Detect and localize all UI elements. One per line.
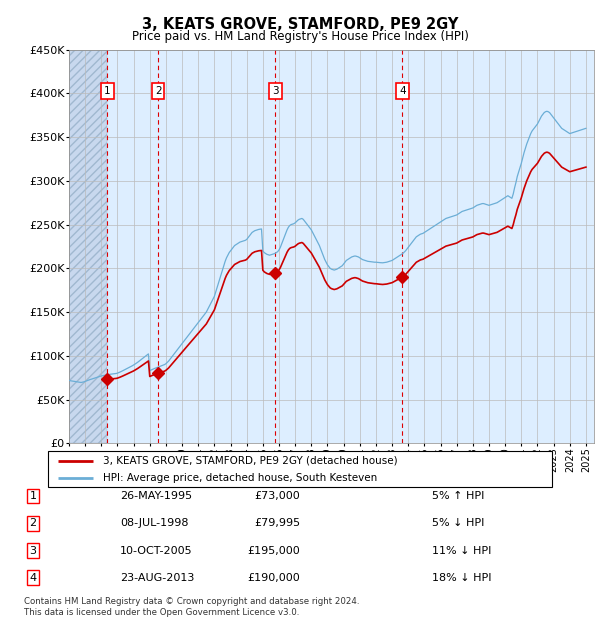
Text: 26-MAY-1995: 26-MAY-1995 bbox=[120, 491, 192, 501]
FancyBboxPatch shape bbox=[48, 451, 552, 487]
Text: 10-OCT-2005: 10-OCT-2005 bbox=[120, 546, 193, 556]
Text: 5% ↓ HPI: 5% ↓ HPI bbox=[432, 518, 484, 528]
Text: 3: 3 bbox=[272, 86, 279, 96]
Text: HPI: Average price, detached house, South Kesteven: HPI: Average price, detached house, Sout… bbox=[103, 472, 377, 483]
Text: £195,000: £195,000 bbox=[247, 546, 300, 556]
Bar bbox=[69, 50, 107, 443]
Text: Price paid vs. HM Land Registry's House Price Index (HPI): Price paid vs. HM Land Registry's House … bbox=[131, 30, 469, 43]
Text: 18% ↓ HPI: 18% ↓ HPI bbox=[432, 573, 491, 583]
Text: 3, KEATS GROVE, STAMFORD, PE9 2GY (detached house): 3, KEATS GROVE, STAMFORD, PE9 2GY (detac… bbox=[103, 456, 398, 466]
Text: 2: 2 bbox=[155, 86, 161, 96]
Text: 11% ↓ HPI: 11% ↓ HPI bbox=[432, 546, 491, 556]
Text: 5% ↑ HPI: 5% ↑ HPI bbox=[432, 491, 484, 501]
Text: 4: 4 bbox=[399, 86, 406, 96]
Text: 3: 3 bbox=[29, 546, 37, 556]
Text: 2: 2 bbox=[29, 518, 37, 528]
Text: 23-AUG-2013: 23-AUG-2013 bbox=[120, 573, 194, 583]
Text: £73,000: £73,000 bbox=[254, 491, 300, 501]
Text: 4: 4 bbox=[29, 573, 37, 583]
Text: 3, KEATS GROVE, STAMFORD, PE9 2GY: 3, KEATS GROVE, STAMFORD, PE9 2GY bbox=[142, 17, 458, 32]
Text: 1: 1 bbox=[104, 86, 111, 96]
Text: £79,995: £79,995 bbox=[254, 518, 300, 528]
Text: 08-JUL-1998: 08-JUL-1998 bbox=[120, 518, 188, 528]
Text: Contains HM Land Registry data © Crown copyright and database right 2024.
This d: Contains HM Land Registry data © Crown c… bbox=[24, 598, 359, 617]
Text: 1: 1 bbox=[29, 491, 37, 501]
Text: £190,000: £190,000 bbox=[247, 573, 300, 583]
